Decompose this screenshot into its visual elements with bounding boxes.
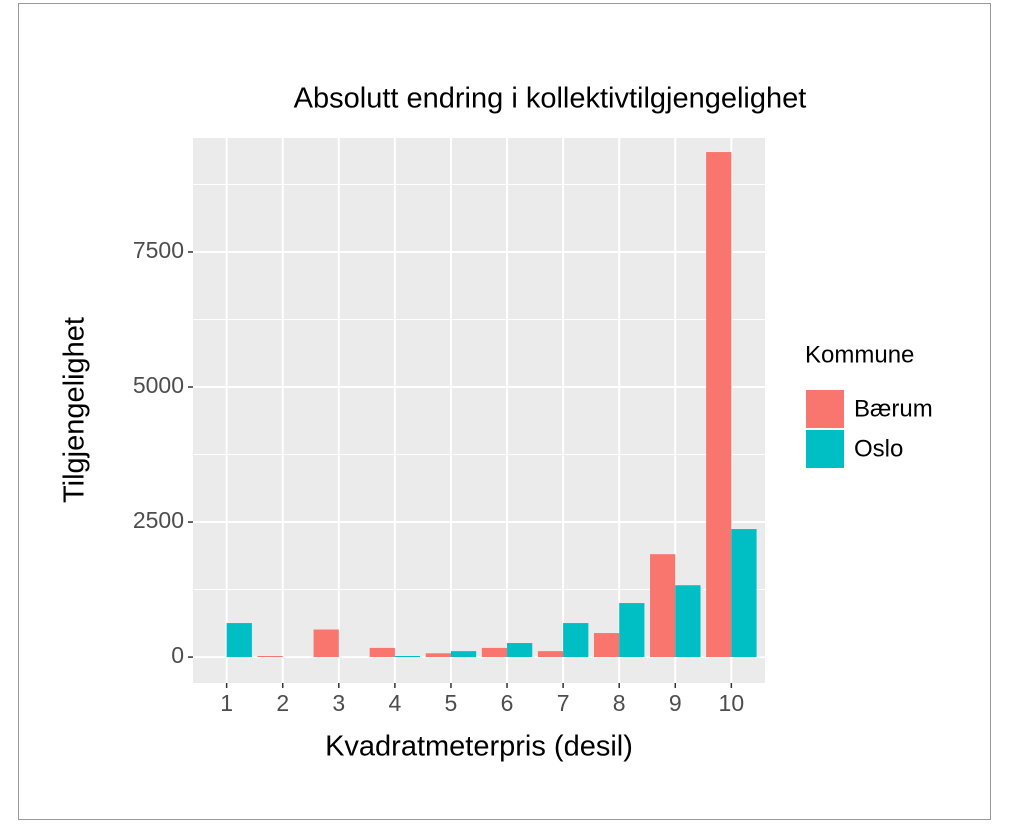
x-tick-label: 3: [332, 690, 345, 716]
bar: [257, 655, 283, 658]
x-tick-label: 7: [557, 690, 570, 716]
bar: [369, 647, 395, 658]
chart-title: Absolutt endring i kollektivtilgjengelig…: [294, 83, 807, 115]
x-tick-label: 1: [220, 690, 233, 716]
x-tick-label: 6: [501, 690, 514, 716]
bar: [313, 629, 339, 658]
y-axis-label: Tilgjengelighet: [59, 317, 91, 503]
bar: [619, 603, 645, 658]
y-tick-label: 7500: [133, 237, 184, 263]
legend-title: Kommune: [805, 341, 914, 368]
bar: [537, 651, 564, 658]
bar: [226, 623, 252, 658]
y-tick-label: 0: [171, 642, 184, 668]
bar: [481, 647, 508, 658]
x-tick-label: 10: [719, 690, 745, 716]
bar: [706, 152, 732, 658]
x-axis-label: Kvadratmeterpris (desil): [325, 731, 633, 763]
legend-key: [806, 430, 844, 468]
bar: [675, 585, 701, 658]
bar: [394, 655, 421, 658]
x-tick-label: 8: [613, 690, 626, 716]
bar: [650, 554, 676, 658]
bar: [731, 529, 757, 658]
legend-label: Oslo: [854, 435, 903, 462]
bar: [450, 651, 477, 658]
x-tick-label: 4: [388, 690, 401, 716]
legend-key: [806, 390, 844, 428]
y-tick-label: 2500: [133, 507, 184, 533]
bar: [507, 643, 533, 658]
y-tick-label: 5000: [133, 372, 184, 398]
bar: [593, 633, 620, 658]
x-tick-label: 9: [669, 690, 682, 716]
x-tick-label: 2: [276, 690, 289, 716]
legend-label: Bærum: [854, 395, 933, 422]
bar: [563, 623, 589, 658]
bar: [425, 653, 451, 658]
x-tick-label: 5: [445, 690, 458, 716]
